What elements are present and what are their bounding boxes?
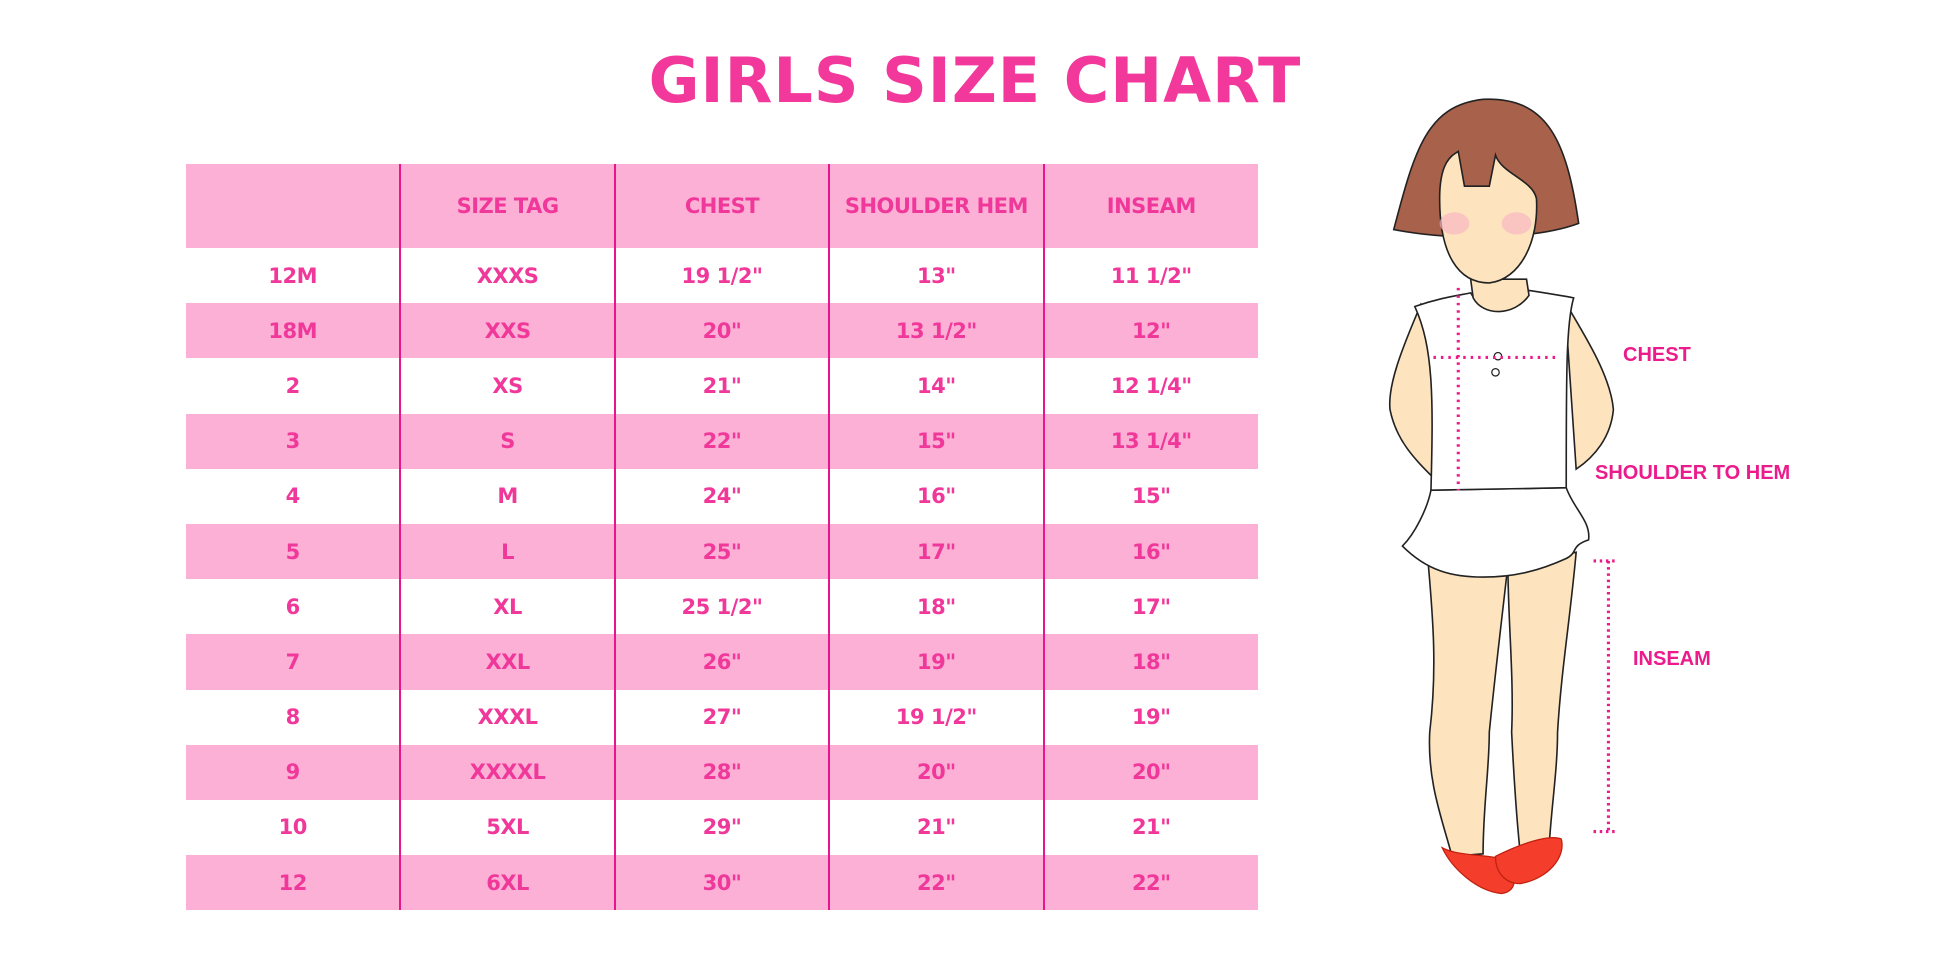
cheek-blush — [1501, 212, 1532, 235]
table-cell: 27" — [613, 689, 830, 745]
table-cell: 18M — [186, 303, 401, 359]
neck — [1469, 278, 1530, 313]
table-cell: 21" — [613, 358, 830, 414]
table-cell: 19" — [1042, 689, 1258, 745]
table-cell: 7 — [186, 634, 401, 690]
page-title: GIRLS SIZE CHART — [648, 44, 1302, 117]
table-row: 18M XXS 20" 13 1/2" 12" — [186, 303, 1258, 359]
table-cell: 6 — [285, 594, 301, 619]
table-cell: M — [399, 468, 615, 524]
cheek-blush — [1439, 212, 1470, 235]
table-row: 4 M 24" 16" 15" — [186, 468, 1258, 524]
column-header — [186, 164, 401, 248]
table-cell: 18" — [1042, 634, 1258, 690]
table-cell: 2 — [285, 373, 301, 398]
table-row: 5 L 25" 17" 16" — [186, 523, 1258, 580]
table-cell: 5 — [186, 523, 401, 580]
column-header: SIZE TAG — [399, 164, 615, 248]
table-cell: 30" — [613, 855, 830, 911]
table-cell: 25" — [613, 523, 830, 580]
table-cell: 24" — [613, 468, 830, 524]
left-shoe — [1440, 846, 1515, 895]
table-cell: 12 1/4" — [1042, 358, 1258, 414]
chest-label: CHEST — [1623, 344, 1691, 366]
table-cell: 20" — [613, 303, 830, 359]
table-cell: 15" — [828, 413, 1044, 469]
shirt — [1413, 289, 1575, 492]
table-cell: XL — [399, 579, 615, 635]
table-cell: 22" — [613, 413, 830, 469]
table-cell: XXXXL — [399, 744, 615, 800]
table-cell: 17" — [1042, 579, 1258, 635]
inseam-label: INSEAM — [1633, 648, 1711, 670]
table-cell: 21" — [828, 799, 1044, 856]
hair — [1392, 98, 1580, 238]
table-cell: 11 1/2" — [1042, 248, 1258, 304]
table-cell: 13 1/2" — [828, 303, 1044, 359]
table-cell: 19 1/2" — [828, 689, 1044, 745]
table-cell: 21" — [1042, 799, 1258, 856]
table-cell: 20" — [1042, 744, 1258, 800]
face — [1438, 150, 1538, 284]
table-cell: L — [399, 523, 615, 580]
table-cell: 12 — [186, 855, 401, 911]
column-header: SHOULDER HEM — [828, 164, 1044, 248]
table-cell: 22" — [1042, 855, 1258, 911]
table-row: 8 XXXL 27" 19 1/2" 19" — [186, 689, 1258, 745]
right-shoe — [1494, 837, 1563, 885]
table-cell: 15" — [1042, 468, 1258, 524]
table-cell: 16" — [1042, 523, 1258, 580]
table-cell: 28" — [613, 744, 830, 800]
shirt-button — [1493, 351, 1503, 361]
table-cell: 12" — [1042, 303, 1258, 359]
table-cell: XXXS — [399, 248, 615, 304]
table-cell: 18" — [828, 579, 1044, 635]
column-header: INSEAM — [1042, 164, 1258, 248]
table-header-row: SIZE TAG CHEST SHOULDER HEM INSEAM — [186, 164, 1258, 248]
left-leg — [1426, 551, 1509, 858]
table-cell: S — [399, 413, 615, 469]
table-row: 9 XXXXL 28" 20" 20" — [186, 744, 1258, 800]
table-row: 3 S 22" 15" 13 1/4" — [186, 413, 1258, 469]
table-cell: XXS — [399, 303, 615, 359]
table-row: 12M XXXS 19 1/2" 13" 11 1/2" — [186, 248, 1258, 304]
table-cell: 22" — [828, 855, 1044, 911]
table-row: 6 XL 25 1/2" 18" 17" — [186, 579, 1258, 635]
table-cell: XXXL — [399, 689, 615, 745]
table-cell: 26" — [613, 634, 830, 690]
table-cell: 13" — [828, 248, 1044, 304]
left-arm — [1388, 302, 1441, 480]
table-row: 12 6XL 30" 22" 22" — [186, 855, 1258, 911]
table-cell: 17" — [828, 523, 1044, 580]
table-cell: 13 1/4" — [1042, 413, 1258, 469]
table-cell: 20" — [828, 744, 1044, 800]
table-cell: 25 1/2" — [613, 579, 830, 635]
table-cell: 16" — [828, 468, 1044, 524]
column-header: CHEST — [613, 164, 830, 248]
shoulder-to-hem-label: SHOULDER TO HEM — [1595, 462, 1791, 484]
size-chart-table: SIZE TAG CHEST SHOULDER HEM INSEAM 12M XXXS 1… — [186, 164, 1258, 911]
table-cell: 4 — [285, 484, 301, 509]
table-cell: XXL — [399, 634, 615, 690]
shirt-button — [1491, 367, 1500, 377]
table-cell: 10 — [278, 815, 308, 840]
table-row: 10 5XL 29" 21" 21" — [186, 799, 1258, 856]
table-cell: 9 — [186, 744, 401, 800]
table-cell: 8 — [285, 705, 301, 730]
table-cell: 29" — [613, 799, 830, 856]
table-cell: 19 1/2" — [613, 248, 830, 304]
table-cell: XS — [399, 358, 615, 414]
right-leg — [1507, 551, 1578, 855]
table-cell: 5XL — [399, 799, 615, 856]
table-cell: 6XL — [399, 855, 615, 911]
table-cell: 14" — [828, 358, 1044, 414]
table-row: 2 XS 21" 14" 12 1/4" — [186, 358, 1258, 414]
right-arm — [1565, 301, 1615, 471]
table-row: 7 XXL 26" 19" 18" — [186, 634, 1258, 690]
skirt — [1401, 486, 1590, 578]
table-cell: 19" — [828, 634, 1044, 690]
table-cell: 3 — [186, 413, 401, 469]
table-cell: 12M — [268, 263, 317, 288]
